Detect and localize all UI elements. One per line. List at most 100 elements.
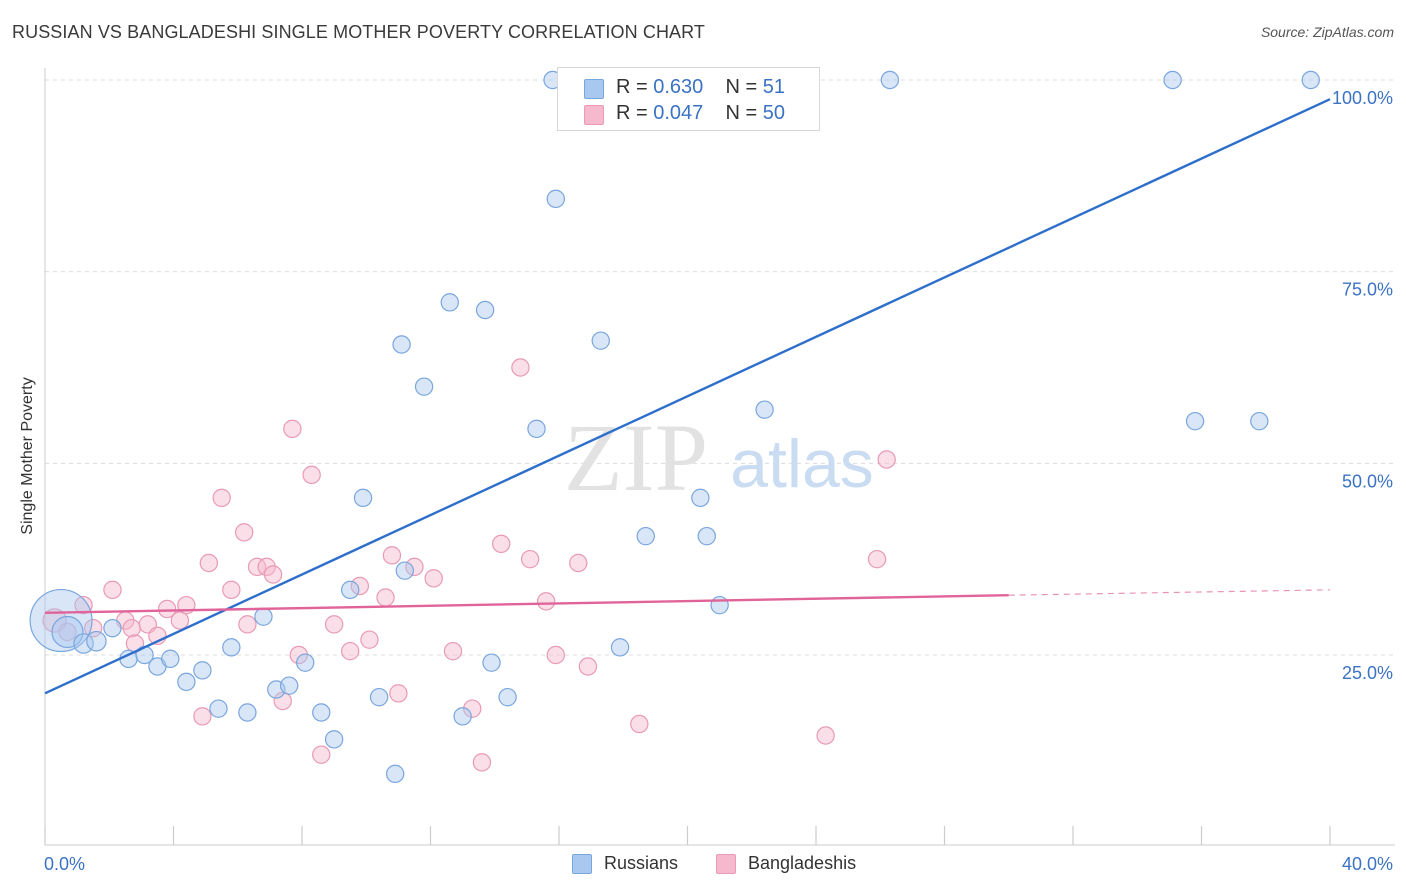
russians-trend-line <box>44 98 1331 695</box>
bangladeshi-point <box>511 358 530 377</box>
bangladeshis-trend-line <box>44 594 1009 615</box>
russian-point <box>103 618 122 638</box>
russian-point <box>710 595 729 615</box>
russian-point <box>312 703 331 722</box>
watermark-atlas: atlas <box>730 426 874 502</box>
bangladeshi-point <box>360 630 379 649</box>
russian-point <box>475 300 495 320</box>
bangladeshi-point <box>389 684 408 703</box>
russian-point <box>591 331 610 350</box>
bangladeshi-point <box>569 553 588 573</box>
bangladeshi-point <box>376 588 395 607</box>
bangladeshi-point <box>324 615 344 634</box>
russian-point <box>482 653 501 672</box>
russian-point <box>691 488 710 508</box>
bangladeshi-point <box>212 488 231 508</box>
bangladeshi-point <box>877 450 896 469</box>
russian-point <box>697 526 716 546</box>
correlation-legend: R = 0.630 N = 51 R = 0.047 N = 50 <box>557 67 820 131</box>
russian-point <box>73 633 94 654</box>
russian-point <box>453 707 472 726</box>
russian-points <box>29 70 1320 784</box>
source-credit: Source: ZipAtlas.com <box>1260 24 1394 40</box>
russian-point <box>1163 70 1182 90</box>
russian-point <box>1301 70 1320 90</box>
n-label: N = <box>725 102 758 124</box>
watermark-zip: ZIP <box>564 404 708 511</box>
y-tick-label: 100.0% <box>1332 88 1393 108</box>
r-label: R = <box>616 102 648 124</box>
russian-point <box>385 764 405 784</box>
russian-point <box>238 703 257 722</box>
russian-point <box>1250 411 1269 431</box>
russian-point <box>222 638 241 657</box>
russian-point <box>161 649 180 669</box>
russian-point <box>395 561 414 580</box>
russians-legend-swatch <box>572 854 592 874</box>
bangladeshis-legend-label: Bangladeshis <box>748 853 857 873</box>
russian-point <box>86 630 107 652</box>
russian-point <box>254 607 273 626</box>
bangladeshi-point <box>630 714 649 734</box>
bangladeshi-point <box>273 691 292 711</box>
russian-point <box>296 653 315 672</box>
axes <box>44 68 1395 846</box>
russian-point <box>353 488 373 508</box>
bangladeshi-point <box>472 753 492 772</box>
bangladeshi-point <box>283 419 302 439</box>
r-value: 0.630 <box>653 76 704 98</box>
bangladeshi-point <box>350 576 370 596</box>
n-value: 50 <box>762 102 786 124</box>
bangladeshi-point <box>816 726 835 745</box>
n-label: N = <box>725 76 758 98</box>
bangladeshi-point <box>257 557 276 577</box>
bangladeshi-point <box>302 465 321 485</box>
bangladeshi-point <box>546 645 565 665</box>
russian-point <box>193 661 212 680</box>
bangladeshi-point <box>222 580 241 600</box>
chart-title: RUSSIAN VS BANGLADESHI SINGLE MOTHER POV… <box>12 22 706 42</box>
russian-point <box>610 638 630 657</box>
bangladeshi-point <box>199 553 219 573</box>
bangladeshis-swatch <box>584 105 604 125</box>
x-tick-label: 0.0% <box>44 854 85 874</box>
russian-point <box>527 419 546 439</box>
bangladeshi-point <box>491 534 511 554</box>
russian-point <box>636 526 655 546</box>
bangladeshis-trend-extension <box>1008 589 1331 596</box>
n-value: 51 <box>762 76 786 98</box>
bangladeshi-point <box>247 557 267 577</box>
grid-lines <box>45 79 1395 656</box>
bangladeshi-point <box>867 549 887 569</box>
bangladeshi-point <box>238 615 257 634</box>
russian-point <box>498 687 517 707</box>
russian-point <box>209 699 228 718</box>
bangladeshi-point <box>520 549 540 569</box>
bangladeshi-point <box>193 707 212 726</box>
bangladeshi-point <box>157 599 177 619</box>
russian-point <box>755 400 774 419</box>
russian-point <box>29 588 93 653</box>
russian-point <box>177 672 196 692</box>
russian-point <box>880 70 900 90</box>
russians-legend-label: Russians <box>604 853 679 873</box>
russians-swatch <box>584 79 604 99</box>
bangladeshi-point <box>234 523 254 542</box>
bangladeshi-point <box>289 645 308 665</box>
trend-lines <box>44 98 1331 695</box>
russian-point <box>340 580 360 600</box>
bangladeshi-point <box>58 622 77 642</box>
russian-point <box>1185 411 1205 431</box>
bangladeshis-legend-swatch <box>716 854 736 874</box>
russian-point <box>440 293 459 312</box>
russian-point <box>414 377 434 396</box>
bangladeshi-point <box>405 557 424 577</box>
russian-point <box>392 335 411 354</box>
russian-point <box>369 687 389 707</box>
r-value: 0.047 <box>653 102 704 124</box>
bangladeshi-point <box>443 641 463 661</box>
r-label: R = <box>616 76 648 98</box>
bangladeshi-point <box>122 618 141 638</box>
bangladeshi-point <box>263 565 283 584</box>
